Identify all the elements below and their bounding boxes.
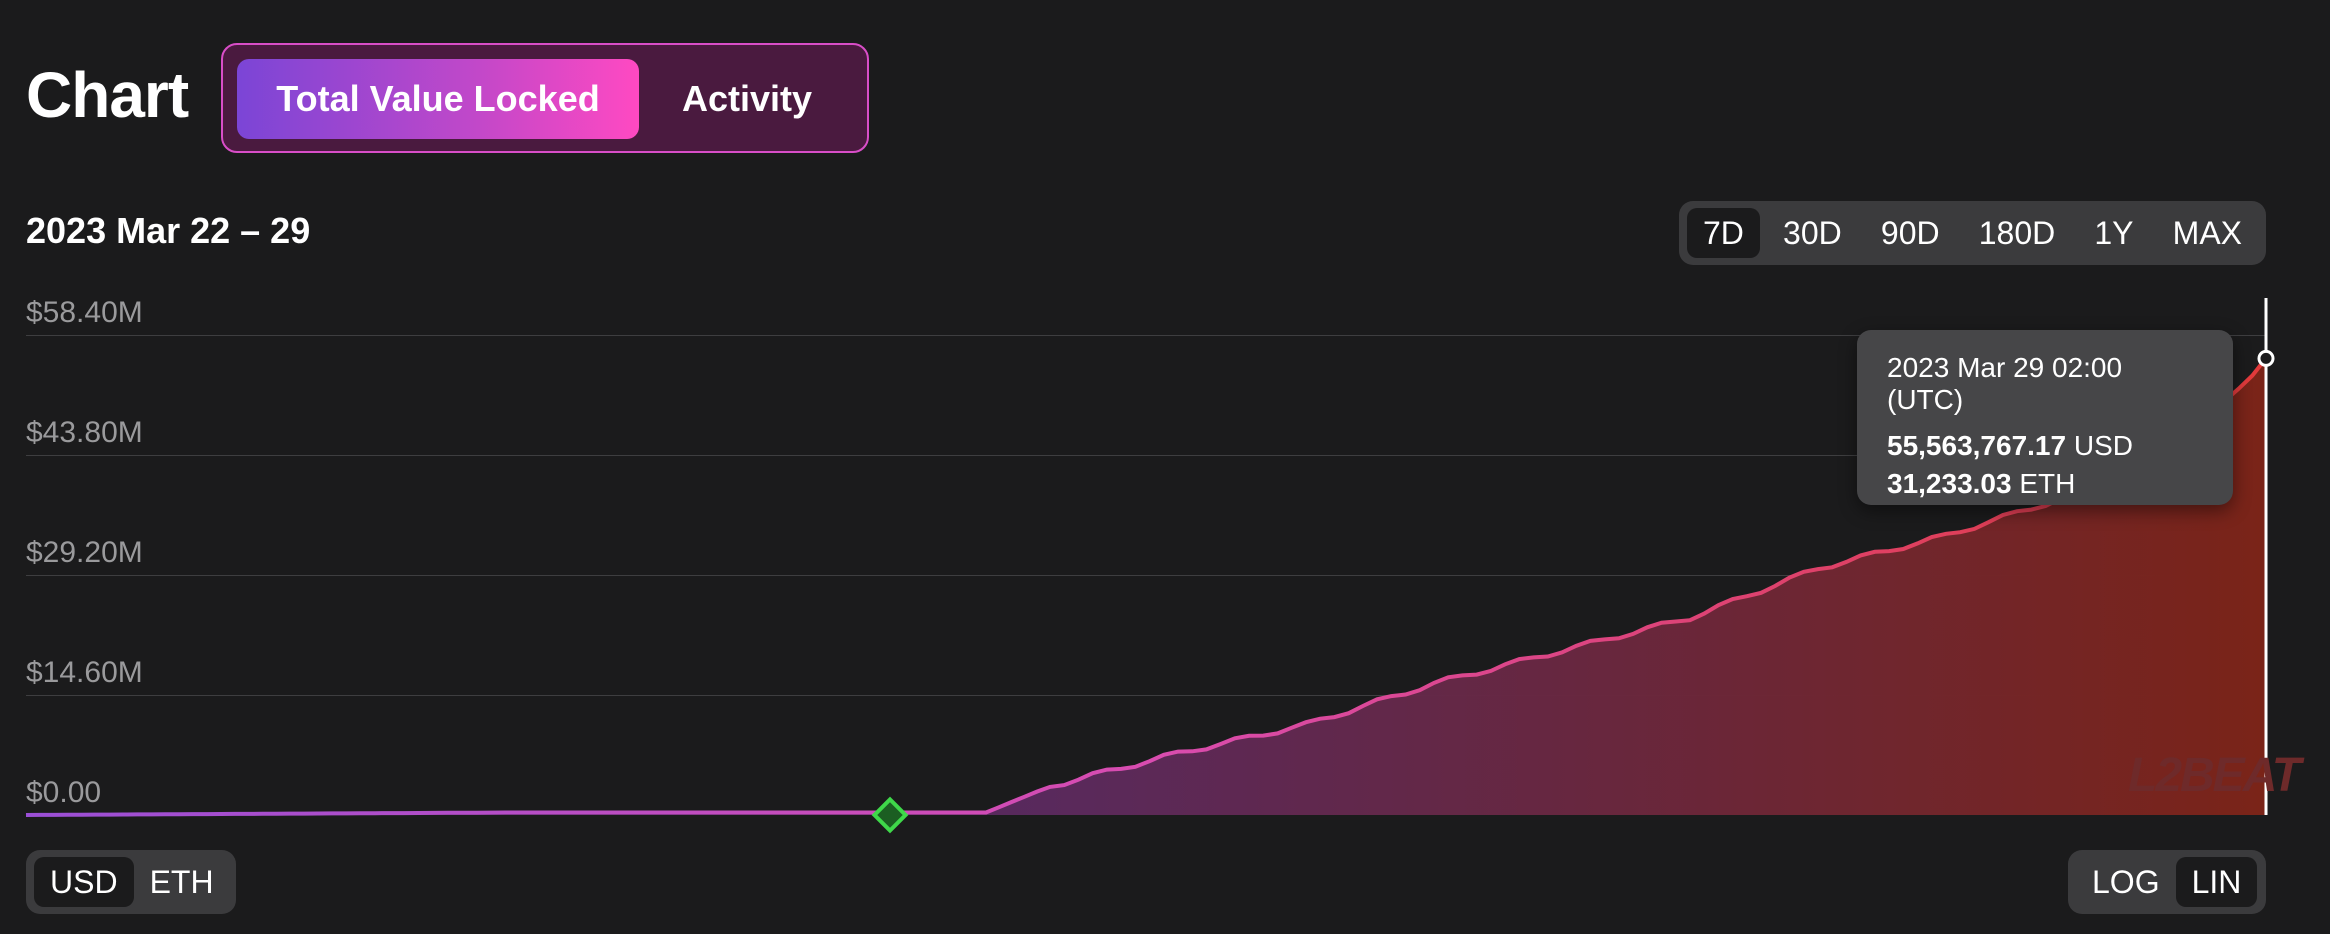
y-tick-label: $58.40M (26, 296, 143, 329)
tvl-area (26, 358, 2266, 815)
chart-type-switch: Total Value Locked Activity (221, 43, 869, 153)
range-max-button[interactable]: MAX (2172, 214, 2242, 251)
scale-lin-button[interactable]: LIN (2175, 857, 2258, 907)
range-1y-button[interactable]: 1Y (2094, 214, 2134, 251)
l2beat-logo: L2BEAT (2128, 749, 2301, 802)
event-marker[interactable] (871, 796, 909, 834)
scale-selector: LOG LIN (2068, 850, 2266, 914)
tab-total-value-locked[interactable]: Total Value Locked (237, 59, 639, 139)
y-tick-label: $29.20M (26, 536, 143, 569)
y-tick-label: $14.60M (26, 656, 143, 689)
y-tick-label: $43.80M (26, 416, 143, 449)
scale-log-button[interactable]: LOG (2092, 863, 2160, 900)
y-tick-label: $0.00 (26, 776, 102, 809)
range-90d-button[interactable]: 90D (1880, 214, 1940, 251)
gridline (26, 335, 2266, 336)
tooltip-date: 2023 Mar 29 02:00 (UTC) (1887, 352, 2123, 415)
tooltip-eth-value: 31,233.03 (1887, 468, 2012, 499)
unit-selector: USD ETH (26, 850, 236, 914)
unit-eth-button[interactable]: ETH (149, 863, 214, 900)
tooltip-usd: 55,563,767.17 USD (1887, 430, 2203, 462)
date-range-label: 2023 Mar 22 – 29 (26, 210, 311, 251)
chart-tooltip: 2023 Mar 29 02:00 (UTC) 55,563,767.17 US… (1857, 330, 2233, 505)
range-7d-button[interactable]: 7D (1687, 208, 1760, 258)
tab-activity[interactable]: Activity (681, 78, 813, 119)
gridline (26, 575, 2266, 576)
unit-usd-button[interactable]: USD (34, 857, 134, 907)
tvl-line (25, 357, 2268, 817)
tooltip-eth: 31,233.03 ETH (1887, 468, 2203, 500)
range-180d-button[interactable]: 180D (1978, 214, 2056, 251)
range-30d-button[interactable]: 30D (1783, 214, 1842, 251)
time-range-selector: 7D 30D 90D 180D 1Y MAX (1679, 201, 2266, 265)
page-title: Chart (26, 59, 189, 131)
gridline (26, 695, 2266, 696)
gridline (26, 455, 2266, 456)
tooltip-usd-value: 55,563,767.17 (1887, 430, 2067, 461)
hover-point (2257, 349, 2275, 367)
tooltip-usd-unit: USD (2073, 430, 2133, 461)
tooltip-eth-unit: ETH (2019, 468, 2076, 499)
